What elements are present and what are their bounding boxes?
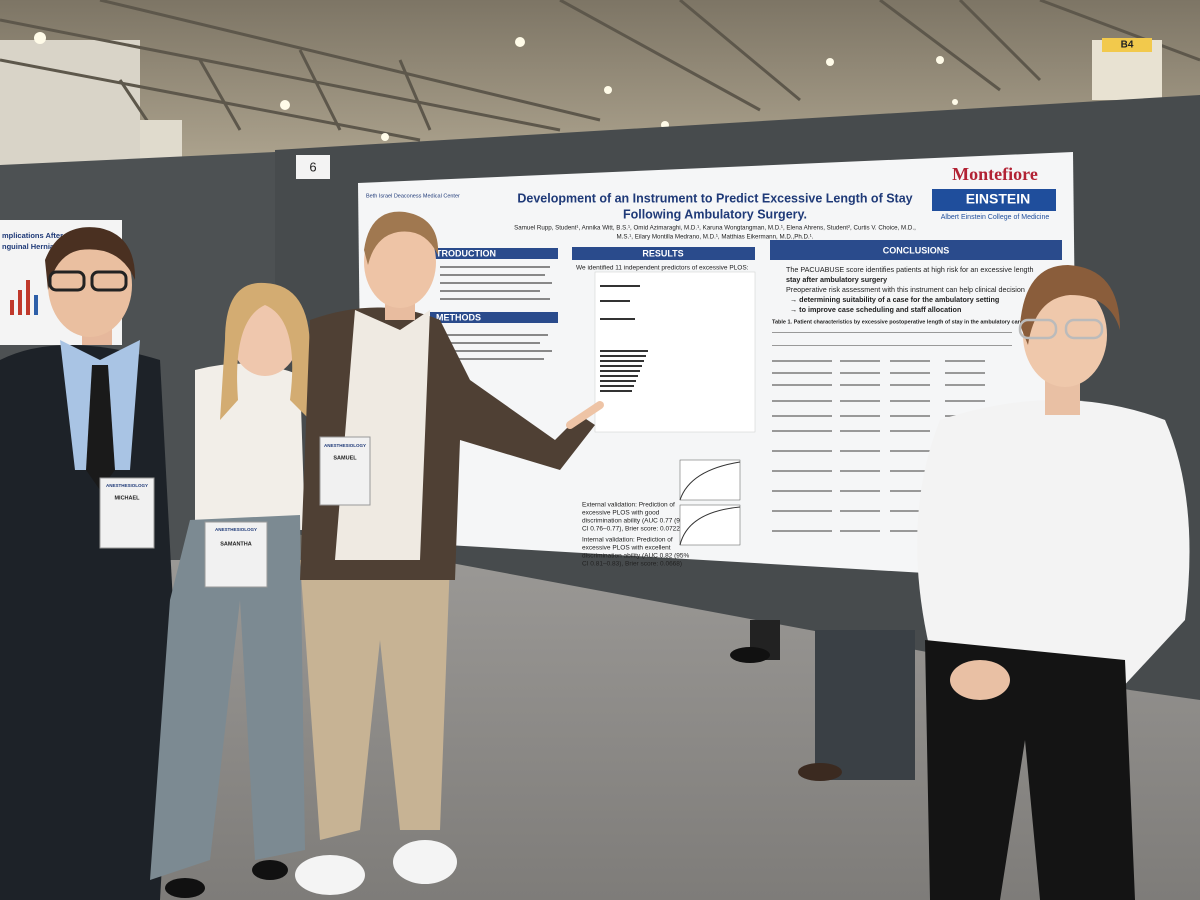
poster-title: Development of an Instrument to Predict … xyxy=(517,191,912,205)
validation-text: discrimination ability (AUC 0.82 (95% xyxy=(582,553,690,560)
poster-authors: M.S.¹, Eilary Montilla Medrano, M.D.¹, M… xyxy=(616,234,813,241)
badge-header: ANESTHESIOLOGY xyxy=(324,443,366,448)
conclusion-text: Preoperative risk assessment with this i… xyxy=(786,285,1025,294)
left-poster-title: nguinal Hernia Repair xyxy=(2,242,80,251)
pillar xyxy=(140,120,182,160)
institution-logo: Beth Israel Deaconess Medical Center xyxy=(366,193,460,199)
ceiling-lights xyxy=(34,32,958,141)
badge-name: SAMUEL xyxy=(333,455,357,461)
einstein-logo: EINSTEIN xyxy=(966,191,1031,207)
conclusion-text: → determining suitability of a case for … xyxy=(790,295,999,304)
left-poster-title: mplications After Ambulato xyxy=(2,231,100,240)
table-rows xyxy=(772,332,1012,532)
validation-text: discrimination ability (AUC 0.77 (95% xyxy=(582,518,690,525)
ceiling-trusses xyxy=(0,0,1200,142)
validation-text: CI 0.76–0.77), Brier score: 0.0722) xyxy=(582,526,682,533)
badge-header: ANESTHESIOLOGY xyxy=(106,483,148,488)
section-title: METHODS xyxy=(436,312,481,322)
roc-curve-line xyxy=(679,461,741,501)
validation-text: excessive PLOS with good xyxy=(582,510,660,517)
einstein-subtitle: Albert Einstein College of Medicine xyxy=(941,214,1050,221)
conclusion-text: The PACUABUSE score identifies patients … xyxy=(786,265,1034,274)
results-intro: We identified 11 independent predictors … xyxy=(576,265,749,272)
validation-text: CI 0.81–0.83), Brier score: 0.0668) xyxy=(582,561,682,568)
table-caption: Table 1. Patient characteristics by exce… xyxy=(772,319,1062,325)
section-header xyxy=(770,240,1062,260)
person-samuel xyxy=(295,211,604,895)
section-header xyxy=(572,247,755,260)
person-samantha xyxy=(150,282,310,898)
intro-text-lines xyxy=(440,266,552,360)
left-poster-chart xyxy=(10,280,38,315)
badge-name: SAMANTHA xyxy=(220,541,251,547)
booth-number: 6 xyxy=(309,159,316,174)
montefiore-logo: Montefiore xyxy=(952,164,1038,184)
einstein-logo-bg xyxy=(932,189,1056,211)
poster-title: Following Ambulatory Surgery. xyxy=(623,207,807,221)
roc-curve-line xyxy=(679,506,741,546)
section-header xyxy=(430,312,558,323)
shoe xyxy=(730,647,770,663)
roc-curve xyxy=(679,504,741,546)
badge-header: ANESTHESIOLOGY xyxy=(215,527,257,532)
person-michael xyxy=(0,227,175,900)
pillar-sign xyxy=(1102,38,1152,52)
forest-plot-bars xyxy=(600,285,648,392)
booth-sign xyxy=(296,155,330,179)
validation-text: External validation: Prediction of xyxy=(582,502,675,509)
section-title: TRODUCTION xyxy=(436,248,496,258)
section-header xyxy=(430,248,558,259)
poster-authors: Samuel Rupp, Student¹, Annika Witt, B.S.… xyxy=(514,225,916,232)
section-title: CONCLUSIONS xyxy=(883,245,950,255)
pillar-label: B4 xyxy=(1121,40,1134,51)
background-person-legs xyxy=(815,630,915,780)
conclusion-text: → to improve case scheduling and staff a… xyxy=(790,305,961,314)
person-right xyxy=(917,265,1190,900)
validation-text: excessive PLOS with excellent xyxy=(582,545,671,552)
badge-name: MICHAEL xyxy=(114,495,140,501)
validation-text: Internal validation: Prediction of xyxy=(582,537,673,544)
shoe xyxy=(798,763,842,781)
far-wall xyxy=(0,40,140,170)
section-title: RESULTS xyxy=(642,248,683,258)
roc-curve xyxy=(679,459,741,501)
conclusion-text: stay after ambulatory surgery xyxy=(786,275,887,284)
